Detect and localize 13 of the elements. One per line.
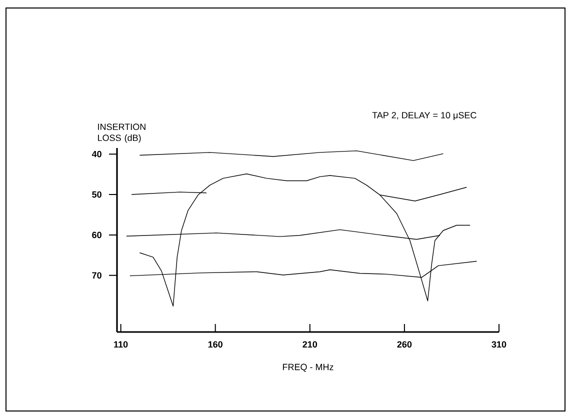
y-tick-label: 60: [92, 232, 102, 238]
x-tick-label: 260: [397, 341, 412, 348]
y-axis-title: INSERTION LOSS (dB): [98, 124, 146, 143]
y-tick-label: 50: [92, 191, 102, 198]
y-tick-label: 70: [92, 272, 102, 279]
x-tick-label: 310: [492, 341, 506, 348]
x-tick-label: 210: [302, 341, 318, 348]
x-tick-label: 160: [208, 341, 222, 348]
x-tick-label: 110: [114, 341, 128, 348]
x-axis-title: FREQ - MHz: [282, 364, 334, 372]
chart-title: TAP 2, DELAY = 10 μSEC: [372, 112, 476, 120]
y-tick-label: 40: [92, 150, 102, 158]
line-series: [139, 150, 444, 161]
